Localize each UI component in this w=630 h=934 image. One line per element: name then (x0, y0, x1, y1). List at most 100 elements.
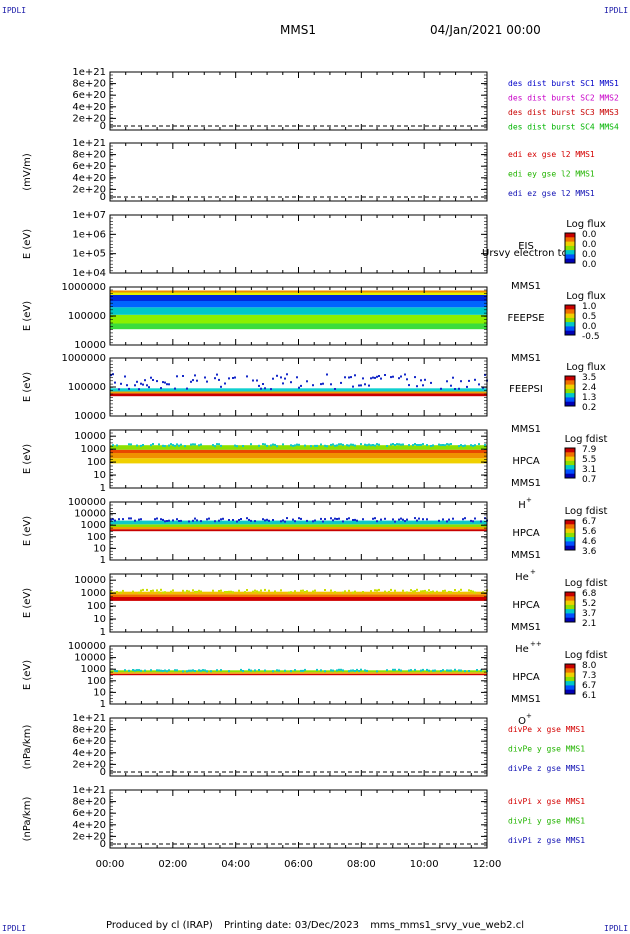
panel-hpca_he-species-charge: + (530, 568, 536, 576)
panel-feeps_i-band-3-pixel (118, 388, 120, 391)
panel-hpca_o-band-3-pixel (144, 669, 146, 672)
panel-hpca_he2-band-3-pixel (244, 591, 246, 594)
panel-hpca_h-band-4-pixel (198, 444, 200, 447)
panel-hpca_he-band-4-pixel (114, 519, 116, 522)
panel-hpca_o-band-3-pixel (190, 669, 192, 672)
panel-hpca_h-band-4-pixel (448, 443, 450, 446)
panel-feeps_i-band-3-pixel (144, 379, 146, 382)
panel-hpca_he-band-4-pixel (254, 520, 256, 523)
panel-hpca_h-band-4-pixel (484, 443, 486, 446)
panel-hpca_he2-band-3-pixel (230, 590, 232, 593)
panel-feeps_i-band-3-pixel (206, 380, 208, 383)
panel-hpca_h-band-4 (112, 443, 486, 448)
panel-hpca_h-band-4-pixel (172, 444, 174, 447)
panel-hpca_he2-band-3-pixel (410, 589, 412, 592)
panel-hpca_he2-band-3 (110, 588, 488, 594)
panel-hpca_h-colorbar-segment (565, 452, 575, 458)
panel-hpca_o-band-3-pixel (330, 669, 332, 672)
panel-hpca_he2-band-3-pixel (288, 591, 290, 594)
panel-hpca_he2-colorbar-segment (565, 609, 575, 614)
panel-divpe-ytick-label: 0 (100, 767, 106, 778)
panel-hpca_he-band-4-pixel (320, 517, 322, 520)
panel-feeps_i-band-3-pixel (430, 381, 432, 384)
time-axis-label-2: 04:00 (221, 859, 250, 870)
panel-feeps_i-band-3-pixel (384, 374, 386, 376)
panel-hpca_he2-band-3-pixel (390, 588, 392, 591)
panel-feeps_i-band-3-pixel (482, 386, 484, 389)
panel-hpca_o-band-3-pixel (188, 669, 190, 672)
panel-hpca_o-band-3-pixel (278, 669, 280, 672)
panel-hpca_he2-band-3-pixel (330, 589, 332, 592)
panel-feeps_i-band-3-pixel (270, 388, 272, 391)
panel-hpca_h-species: H (518, 500, 526, 511)
panel-hpca_he2-colorbar-segment (565, 604, 575, 610)
panel-hpca_he2-ytick-label: 100 (87, 601, 106, 612)
panel-hpca_he2-band-3-pixel (312, 590, 314, 593)
panel-hpca_he-band-4-pixel (416, 519, 418, 522)
panel-hpca_he-band-4-pixel (404, 520, 406, 523)
panel-hpca_h-band-4-pixel (458, 445, 460, 448)
panel-hpca_he-band-4-pixel (352, 519, 354, 521)
panel-hpca_he-band-4-pixel (236, 520, 238, 523)
panel-hpca_o-band-3-pixel (460, 669, 462, 672)
panel-hpca_he2-band-3-pixel (274, 590, 276, 593)
panel-feeps_i-band-3-pixel (120, 382, 122, 385)
panel-hpca_o-instrument-name: HPCA (512, 672, 540, 683)
panel-hpca_he-band-4-pixel (206, 518, 208, 521)
panel-hpca_o-band-3-pixel (432, 669, 434, 672)
panel-hpca_o-band-3-pixel (136, 669, 138, 672)
panel-feeps_i-band-3-pixel (260, 387, 262, 390)
panel-hpca_h-band-4-pixel (372, 444, 374, 446)
panel-feeps_e-instrument-sc: MMS1 (511, 353, 541, 364)
panel-hpca_h-colorbar-segment (565, 448, 575, 453)
panel-hpca_o-band-3-pixel (290, 670, 292, 673)
panel-hpca_o-band-3-pixel (464, 670, 466, 673)
panel-feeps_i-colorbar-tick: 2.4 (582, 383, 597, 393)
panel-hpca_o-band-3-pixel (150, 669, 152, 672)
panel-feeps_i-band-3-pixel (400, 375, 402, 378)
panel-hpca_he-band-4-pixel (332, 519, 334, 522)
panel-hpca_he2-band-3-pixel (412, 590, 414, 593)
panel-hpca_h-instrument-name: HPCA (512, 456, 540, 467)
panel-hpca_he-band-4-pixel (240, 518, 242, 520)
panel-hpca_he-band-3 (110, 520, 487, 525)
panel-hpca_he2-band-3-pixel (160, 588, 162, 591)
panel-feeps_i-band-3-pixel (156, 380, 158, 383)
panel-hpca_h-band-2 (110, 449, 487, 453)
panel-hpca_he-band-4-pixel (312, 520, 314, 523)
panel-feeps_i-band-3-pixel (416, 385, 418, 388)
panel-hpca_o-colorbar-segment (565, 681, 575, 686)
panel-feeps_i-band-3-pixel (152, 379, 154, 381)
corner-label-top-right: IPDLI (604, 6, 629, 15)
panel-hpca_h-band-4-pixel (470, 444, 472, 447)
panel-hpca_he-band-4-pixel (172, 519, 174, 522)
panel-hpca_he-colorbar-segment (565, 532, 575, 538)
panel-eis-frame (109, 214, 488, 274)
panel-feeps_i-band-3-pixel (362, 377, 364, 380)
panel-hpca_he2-frame (109, 573, 488, 633)
panel-feeps_i-band-3-pixel (196, 379, 198, 382)
panel-hpca_o-band-3-pixel (354, 670, 356, 672)
panel-hpca_h-band-4-pixel (392, 443, 394, 445)
panel-hpca_he2-band-3-pixel (426, 591, 428, 594)
panel-hpca_h-band-4-pixel (378, 443, 380, 446)
panel-des_dist_burst-legend-3: des dist burst SC4 MMS4 (508, 123, 619, 132)
panel-hpca_he2-band-3-pixel (158, 591, 160, 594)
panel-hpca_h-band-4-pixel (446, 443, 448, 446)
panel-hpca_o-colorbar-segment (565, 664, 575, 669)
panel-hpca_o-band-3-pixel (138, 669, 140, 672)
panel-hpca_o-band-3-pixel (400, 669, 402, 672)
panel-hpca_he2-band-2 (110, 591, 487, 595)
panel-feeps_i-band-3-pixel (276, 374, 278, 377)
panel-hpca_he-band-4-pixel (222, 517, 224, 520)
panel-hpca_o-band-3-pixel (304, 668, 306, 671)
panel-hpca_he2-band-3-pixel (224, 591, 226, 593)
panel-hpca_he-ytick-label: 1000 (81, 520, 106, 531)
panel-feeps_i-band-3-pixel (272, 377, 274, 380)
panel-hpca_he2-species: He (515, 644, 529, 655)
panel-hpca_he2-band-3-pixel (172, 589, 174, 592)
panel-hpca_o-band-3-pixel (198, 669, 200, 672)
panel-feeps_i-band-3-pixel (352, 385, 354, 388)
panel-feeps_i-colorbar-tick: 3.5 (582, 373, 596, 383)
panel-hpca_he2-band-3-pixel (254, 589, 256, 592)
